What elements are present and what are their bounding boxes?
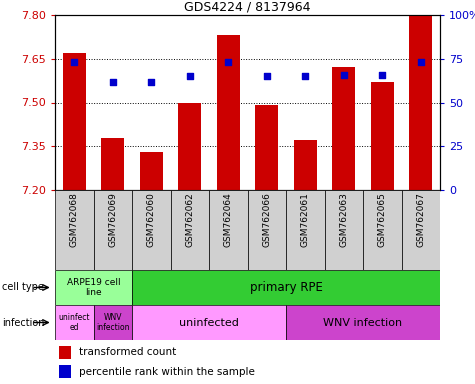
Point bbox=[340, 71, 348, 78]
Point bbox=[109, 78, 116, 84]
Bar bbox=[55, 270, 132, 305]
Text: uninfect
ed: uninfect ed bbox=[58, 313, 90, 332]
Text: WNV infection: WNV infection bbox=[323, 318, 403, 328]
Bar bbox=[332, 68, 355, 190]
Text: GSM762066: GSM762066 bbox=[262, 192, 271, 247]
Bar bbox=[209, 190, 247, 270]
Text: GSM762062: GSM762062 bbox=[185, 192, 194, 247]
Bar bbox=[132, 305, 286, 340]
Text: percentile rank within the sample: percentile rank within the sample bbox=[79, 367, 255, 377]
Point bbox=[263, 73, 271, 79]
Point bbox=[379, 71, 386, 78]
Bar bbox=[401, 190, 440, 270]
Bar bbox=[286, 305, 440, 340]
Bar bbox=[217, 35, 240, 190]
Title: GDS4224 / 8137964: GDS4224 / 8137964 bbox=[184, 1, 311, 14]
Bar bbox=[132, 270, 440, 305]
Bar bbox=[255, 106, 278, 190]
Text: GSM762065: GSM762065 bbox=[378, 192, 387, 247]
Text: GSM762063: GSM762063 bbox=[339, 192, 348, 247]
Point bbox=[302, 73, 309, 79]
Bar bbox=[63, 53, 86, 190]
Text: GSM762067: GSM762067 bbox=[416, 192, 425, 247]
Bar bbox=[294, 141, 317, 190]
Point bbox=[70, 59, 78, 65]
Bar bbox=[94, 190, 132, 270]
Text: WNV
infection: WNV infection bbox=[96, 313, 130, 332]
Text: GSM762064: GSM762064 bbox=[224, 192, 233, 247]
Bar bbox=[324, 190, 363, 270]
Text: GSM762061: GSM762061 bbox=[301, 192, 310, 247]
Text: transformed count: transformed count bbox=[79, 348, 176, 358]
Text: GSM762068: GSM762068 bbox=[70, 192, 79, 247]
Text: ARPE19 cell
line: ARPE19 cell line bbox=[66, 278, 120, 297]
Bar bbox=[140, 152, 163, 190]
Bar bbox=[59, 365, 71, 378]
Bar bbox=[171, 190, 209, 270]
Bar bbox=[55, 305, 94, 340]
Text: primary RPE: primary RPE bbox=[249, 281, 323, 294]
Bar bbox=[101, 137, 124, 190]
Text: GSM762069: GSM762069 bbox=[108, 192, 117, 247]
Point bbox=[186, 73, 193, 79]
Bar bbox=[132, 190, 171, 270]
Bar bbox=[247, 190, 286, 270]
Text: infection: infection bbox=[2, 318, 45, 328]
Bar bbox=[363, 190, 401, 270]
Point bbox=[225, 59, 232, 65]
Bar bbox=[286, 190, 324, 270]
Point bbox=[417, 59, 425, 65]
Text: uninfected: uninfected bbox=[179, 318, 239, 328]
Bar bbox=[409, 15, 432, 190]
Bar bbox=[94, 305, 132, 340]
Bar bbox=[178, 103, 201, 190]
Text: GSM762060: GSM762060 bbox=[147, 192, 156, 247]
Point bbox=[147, 78, 155, 84]
Text: cell type: cell type bbox=[2, 283, 44, 293]
Bar bbox=[55, 190, 94, 270]
Bar bbox=[59, 346, 71, 359]
Bar bbox=[370, 82, 394, 190]
